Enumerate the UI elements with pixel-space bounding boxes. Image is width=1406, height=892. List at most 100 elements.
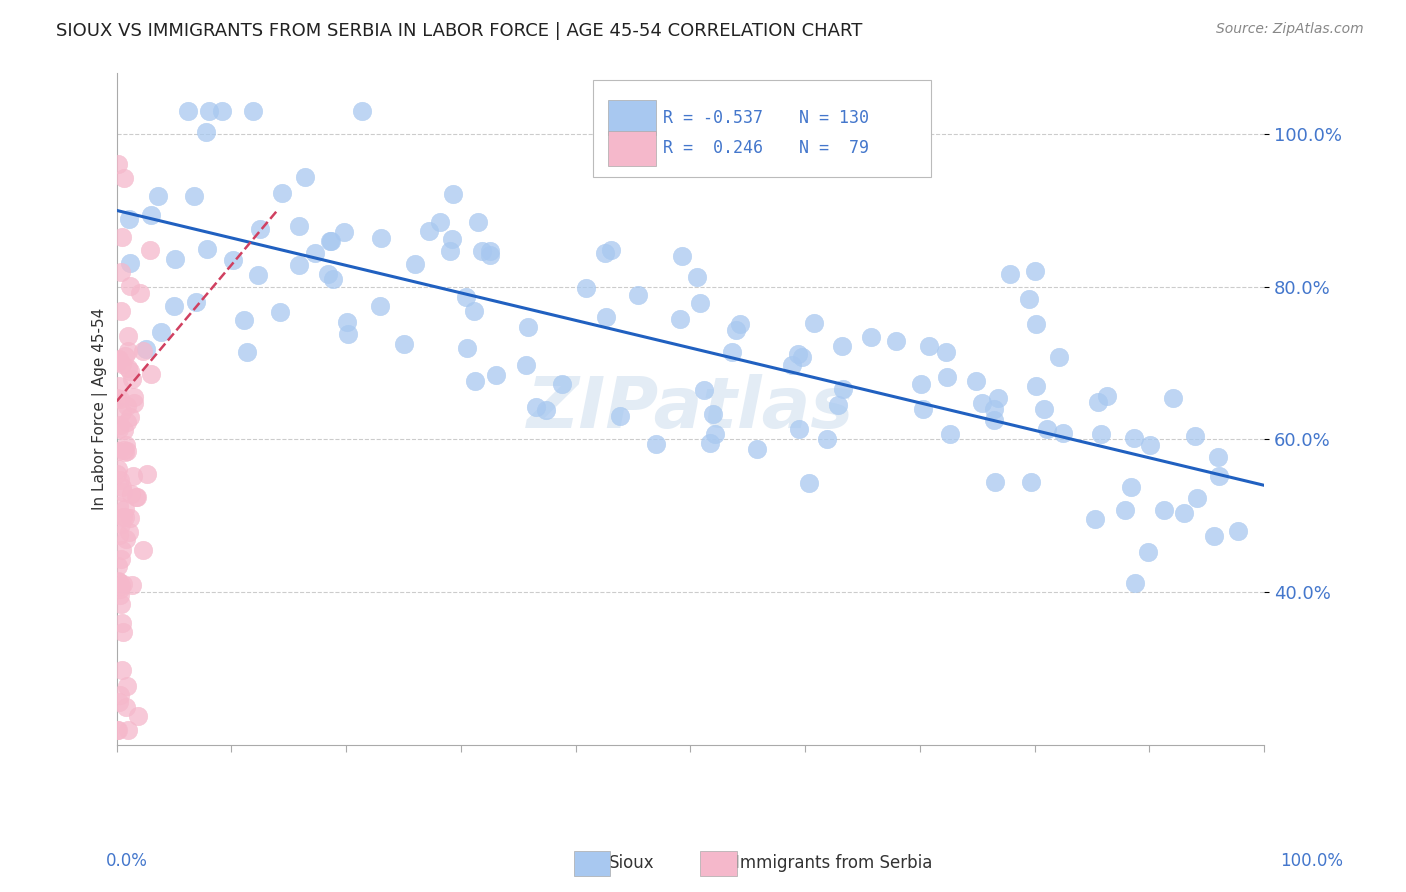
Point xyxy=(370,231,392,245)
Point xyxy=(121,468,143,483)
Point xyxy=(111,543,134,558)
Point xyxy=(108,379,131,393)
Point xyxy=(787,422,810,436)
Point xyxy=(692,383,714,397)
FancyBboxPatch shape xyxy=(593,79,931,178)
Point xyxy=(107,574,129,588)
Point xyxy=(404,257,426,271)
Point xyxy=(127,708,149,723)
Point xyxy=(139,243,162,257)
Point xyxy=(118,511,141,525)
Point xyxy=(599,244,621,258)
Text: Sioux: Sioux xyxy=(609,855,654,872)
Point xyxy=(724,323,747,337)
Point xyxy=(115,438,138,452)
Point xyxy=(831,338,853,352)
Point xyxy=(162,299,184,313)
Point xyxy=(111,577,134,591)
Point xyxy=(686,270,709,285)
Point xyxy=(910,377,932,392)
Point xyxy=(107,422,129,436)
Point xyxy=(287,258,309,272)
Point xyxy=(132,343,155,358)
Point xyxy=(1206,450,1229,464)
Point xyxy=(117,723,139,737)
Point xyxy=(139,208,162,222)
Point xyxy=(1024,264,1046,278)
Text: Immigrants from Serbia: Immigrants from Serbia xyxy=(735,855,932,872)
Point xyxy=(797,475,820,490)
Point xyxy=(108,499,131,513)
Point xyxy=(177,104,200,119)
Point xyxy=(1097,388,1119,402)
Point xyxy=(456,289,478,303)
Point xyxy=(485,368,508,382)
Point xyxy=(1121,480,1143,494)
Point xyxy=(107,461,129,475)
Point xyxy=(1047,350,1070,364)
Point xyxy=(316,267,339,281)
Point xyxy=(669,312,692,326)
Point xyxy=(112,423,135,437)
Point xyxy=(983,401,1005,416)
Text: N =  79: N = 79 xyxy=(800,139,869,157)
Point xyxy=(478,244,501,258)
Point xyxy=(110,597,132,611)
Point xyxy=(983,413,1005,427)
Point xyxy=(115,415,138,429)
Point xyxy=(464,374,486,388)
Point xyxy=(935,345,957,359)
Point xyxy=(1025,379,1047,393)
Point xyxy=(721,345,744,359)
Text: N = 130: N = 130 xyxy=(800,109,869,127)
Point xyxy=(115,699,138,714)
Point xyxy=(1208,469,1230,483)
Point xyxy=(392,336,415,351)
Point xyxy=(515,358,537,372)
Point xyxy=(195,242,218,256)
Point xyxy=(1087,395,1109,409)
Point xyxy=(105,355,128,369)
Point xyxy=(249,222,271,236)
Point xyxy=(246,268,269,282)
Point xyxy=(917,339,939,353)
Point xyxy=(787,346,810,360)
Point xyxy=(132,543,155,558)
Point xyxy=(233,312,256,326)
Point xyxy=(115,444,138,458)
Point xyxy=(118,409,141,424)
Point xyxy=(704,427,727,442)
Point xyxy=(439,244,461,258)
Point xyxy=(1173,506,1195,520)
Point xyxy=(242,104,264,119)
Point xyxy=(107,443,129,458)
Point xyxy=(287,219,309,234)
Point xyxy=(1123,575,1146,590)
Point xyxy=(150,325,173,339)
Point xyxy=(1025,317,1047,331)
Point xyxy=(827,398,849,412)
Point xyxy=(689,296,711,310)
Point xyxy=(790,350,813,364)
Point xyxy=(832,383,855,397)
Point xyxy=(479,248,502,262)
Point xyxy=(1090,427,1112,442)
Text: R = -0.537: R = -0.537 xyxy=(662,109,763,127)
Point xyxy=(803,316,825,330)
Point xyxy=(110,517,132,532)
Point xyxy=(122,390,145,404)
Point xyxy=(114,510,136,524)
Text: R =  0.246: R = 0.246 xyxy=(662,139,763,157)
Point xyxy=(884,334,907,348)
Point xyxy=(117,211,139,226)
Point xyxy=(111,405,134,419)
Point xyxy=(115,399,138,413)
Point xyxy=(114,501,136,516)
Point xyxy=(108,588,131,602)
Point xyxy=(745,442,768,457)
Point xyxy=(128,286,150,301)
Point xyxy=(1018,292,1040,306)
Point xyxy=(114,349,136,363)
Point xyxy=(108,473,131,487)
Point xyxy=(938,426,960,441)
